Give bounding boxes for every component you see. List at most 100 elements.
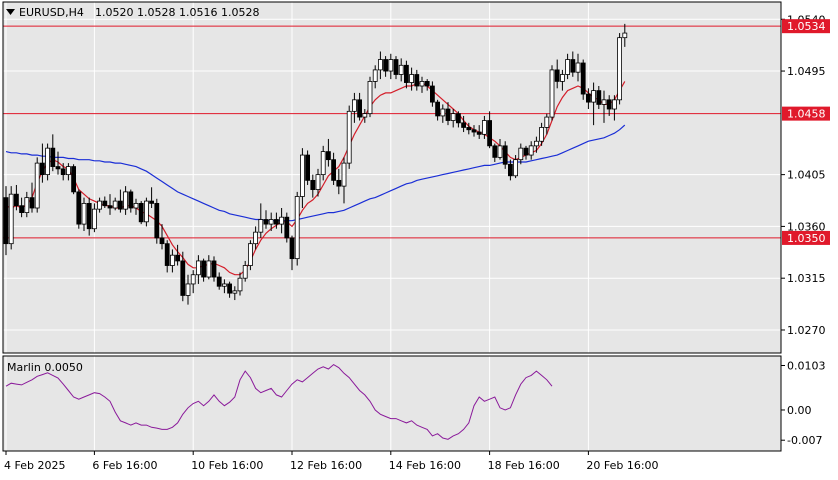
candle-body	[211, 260, 217, 278]
candle	[450, 109, 456, 128]
candle	[237, 272, 243, 296]
candle-body	[50, 147, 56, 167]
indicator-y-tick-label: 0.0103	[787, 360, 826, 373]
candle-body	[227, 283, 233, 294]
candle	[180, 251, 186, 302]
candle	[377, 51, 383, 80]
candle-body	[315, 174, 321, 190]
candle	[518, 143, 524, 165]
x-tick-label: 20 Feb 16:00	[586, 459, 658, 472]
candle	[492, 143, 498, 162]
candle-body	[331, 159, 337, 181]
candle	[513, 155, 518, 179]
candle-body	[175, 254, 181, 262]
candle-body	[247, 243, 253, 266]
candle	[195, 255, 201, 284]
price-level-badge	[782, 19, 830, 34]
candle	[549, 65, 555, 121]
candle-body	[24, 197, 30, 213]
candle-body	[367, 81, 373, 115]
candle-body	[143, 200, 149, 223]
candle	[50, 134, 56, 172]
y-tick-label: 1.0360	[787, 220, 826, 233]
candle	[227, 281, 233, 298]
candle-body	[346, 110, 352, 164]
price-pane	[3, 2, 781, 353]
candle	[455, 111, 461, 128]
candle-body	[461, 122, 467, 128]
candle	[534, 136, 539, 153]
candle-body	[107, 205, 113, 209]
candle	[481, 115, 487, 139]
candle	[242, 260, 248, 282]
indicator-pane	[3, 356, 781, 451]
candle	[299, 148, 305, 208]
candle	[128, 189, 134, 213]
candle-body	[424, 81, 430, 87]
candle	[60, 163, 66, 181]
price-level-label: 1.0534	[787, 20, 826, 33]
candle	[398, 58, 404, 82]
candle-body	[242, 265, 248, 279]
candle-body	[612, 99, 617, 110]
candle	[414, 69, 420, 91]
symbol-label: EURUSD,H4	[19, 6, 84, 19]
y-tick-label: 1.0495	[787, 65, 826, 78]
candle-body	[554, 69, 560, 82]
price-level-badge	[782, 230, 830, 245]
candle	[601, 90, 607, 123]
candle	[362, 109, 368, 123]
candle	[471, 125, 477, 137]
candle	[19, 197, 25, 218]
candle	[221, 279, 227, 294]
candle	[435, 99, 441, 121]
candle-body	[3, 197, 9, 245]
candle	[544, 113, 550, 135]
y-tick-label: 1.0405	[787, 169, 826, 182]
candle	[169, 249, 175, 273]
candle-body	[71, 166, 76, 193]
candle-body	[528, 145, 534, 156]
candle-body	[341, 162, 347, 187]
candle-body	[455, 113, 461, 124]
candle	[419, 76, 425, 93]
candle	[138, 201, 144, 225]
candle	[289, 235, 295, 271]
candle-body	[128, 191, 134, 209]
price-level-badge	[782, 106, 830, 121]
x-tick-label: 12 Feb 16:00	[290, 459, 362, 472]
candle	[331, 152, 337, 185]
candle-body	[263, 219, 269, 225]
candle-body	[34, 162, 40, 209]
candle	[305, 150, 311, 185]
candle-body	[549, 69, 555, 118]
symbol-menu-triangle-icon[interactable]	[6, 9, 15, 15]
candle	[596, 86, 602, 110]
candle-body	[180, 260, 186, 296]
candle-body	[351, 99, 357, 112]
candle	[253, 226, 259, 250]
candle	[154, 198, 160, 244]
candle	[55, 151, 61, 175]
candle-body	[164, 243, 170, 266]
candle	[247, 240, 253, 271]
candle	[606, 95, 612, 116]
candle-body	[206, 260, 212, 278]
candle	[461, 115, 467, 133]
candle	[284, 212, 290, 243]
candle-body	[580, 62, 586, 95]
candle-body	[606, 99, 612, 110]
candle	[34, 157, 40, 213]
candle	[118, 189, 123, 213]
candle-body	[284, 216, 290, 239]
candle	[357, 92, 363, 121]
candle	[294, 191, 300, 266]
candle-body	[471, 129, 477, 133]
candle	[133, 198, 139, 215]
candle-body	[92, 208, 97, 230]
candle-body	[232, 290, 238, 294]
candle-body	[13, 193, 19, 207]
candle-body	[60, 168, 66, 176]
candle-body	[195, 260, 201, 276]
